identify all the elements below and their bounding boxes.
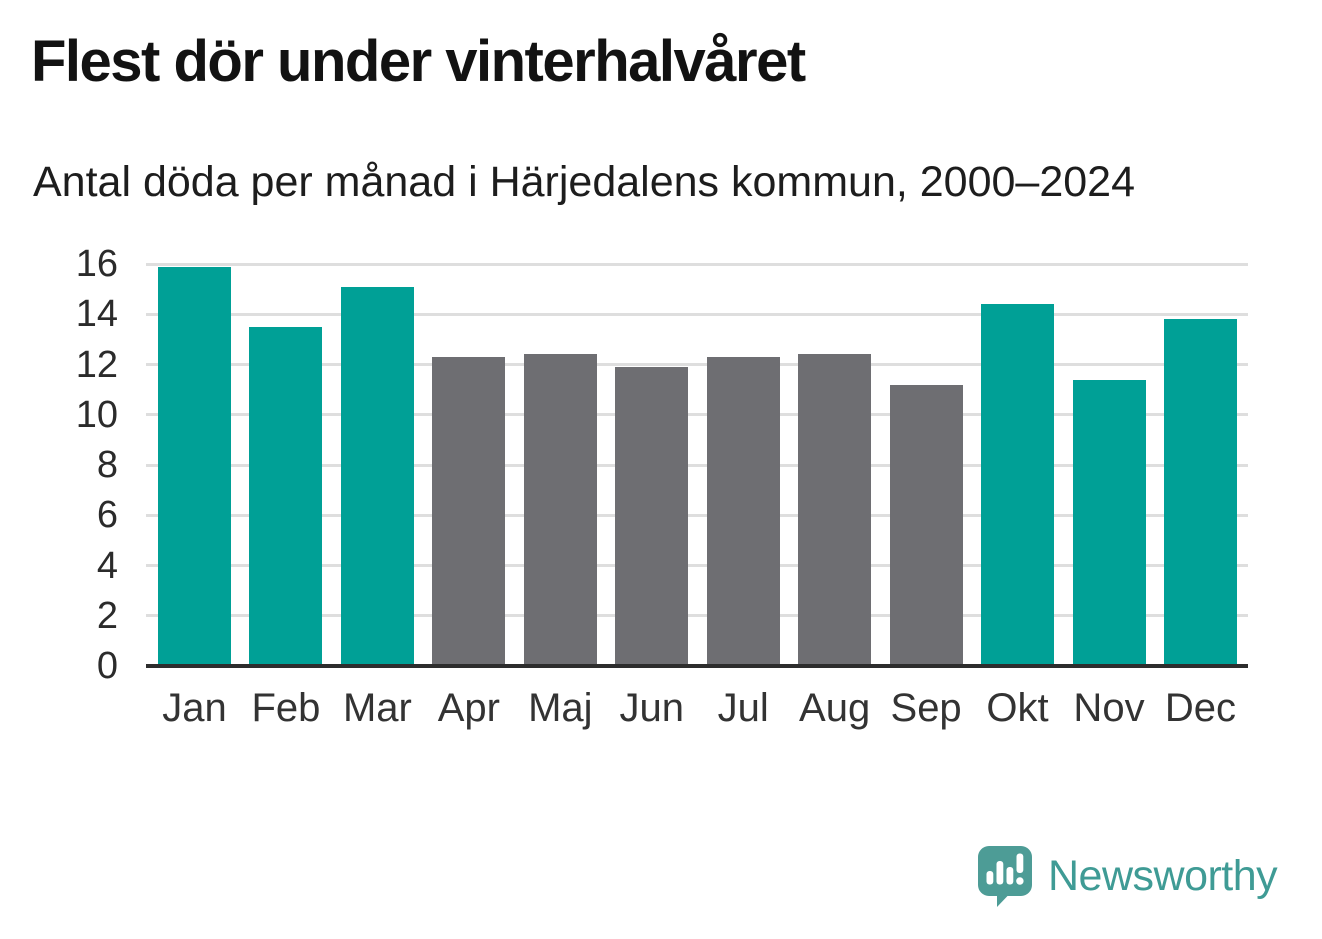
y-tick-label-4: 4 [96,544,118,587]
y-tick-label-12: 12 [75,343,118,386]
x-tick-label-sep: Sep [890,686,962,730]
bar-dec [1163,319,1237,666]
x-tick-label-aug: Aug [799,686,871,730]
bar-okt [981,304,1055,666]
y-tick-label-2: 2 [96,594,118,637]
bar-maj [523,354,597,666]
x-tick-label-dec: Dec [1164,686,1237,730]
chart-title: Flest dör under vinterhalvåret [31,29,806,94]
y-tick-label-0: 0 [96,645,118,687]
gridline-16 [146,262,1248,266]
y-tick-label-6: 6 [96,494,118,537]
y-tick-label-10: 10 [75,393,118,436]
bar-apr [432,356,506,666]
bar-nov [1072,379,1146,666]
gridline-4 [146,564,1248,567]
bar-aug [798,354,872,666]
y-tick-label-16: 16 [75,243,118,285]
chart-subtitle: Antal döda per månad i Härjedalens kommu… [33,158,1136,206]
gridline-2 [146,614,1248,618]
x-tick-label-maj: Maj [528,686,593,730]
x-axis-line [146,664,1248,668]
x-tick-label-apr: Apr [437,686,500,730]
x-tick-label-feb: Feb [251,686,321,730]
newsworthy-wordmark: Newsworthy [1048,852,1278,900]
bar-sep [889,384,963,666]
bar-jul [706,356,780,666]
x-tick-label-nov: Nov [1073,686,1145,730]
gridline-14 [146,312,1248,316]
x-tick-label-jan: Jan [162,686,227,730]
y-tick-label-8: 8 [96,444,118,486]
x-tick-label-mar: Mar [342,686,412,730]
bar-feb [249,326,323,666]
bar-mar [340,286,414,666]
gridline-8 [146,463,1248,467]
x-tick-label-okt: Okt [986,686,1049,730]
gridline-12 [146,363,1248,366]
plot-area [146,262,1248,668]
x-tick-label-jun: Jun [619,686,685,730]
gridline-6 [146,513,1248,517]
x-tick-label-jul: Jul [717,686,769,730]
newsworthy-logo: Newsworthy [977,845,1278,908]
gridline-10 [146,413,1248,417]
bar-chart-speech-bubble-icon [978,846,1032,907]
bar-jun [615,367,689,666]
bar-jan [158,266,231,666]
y-tick-label-14: 14 [75,293,118,336]
